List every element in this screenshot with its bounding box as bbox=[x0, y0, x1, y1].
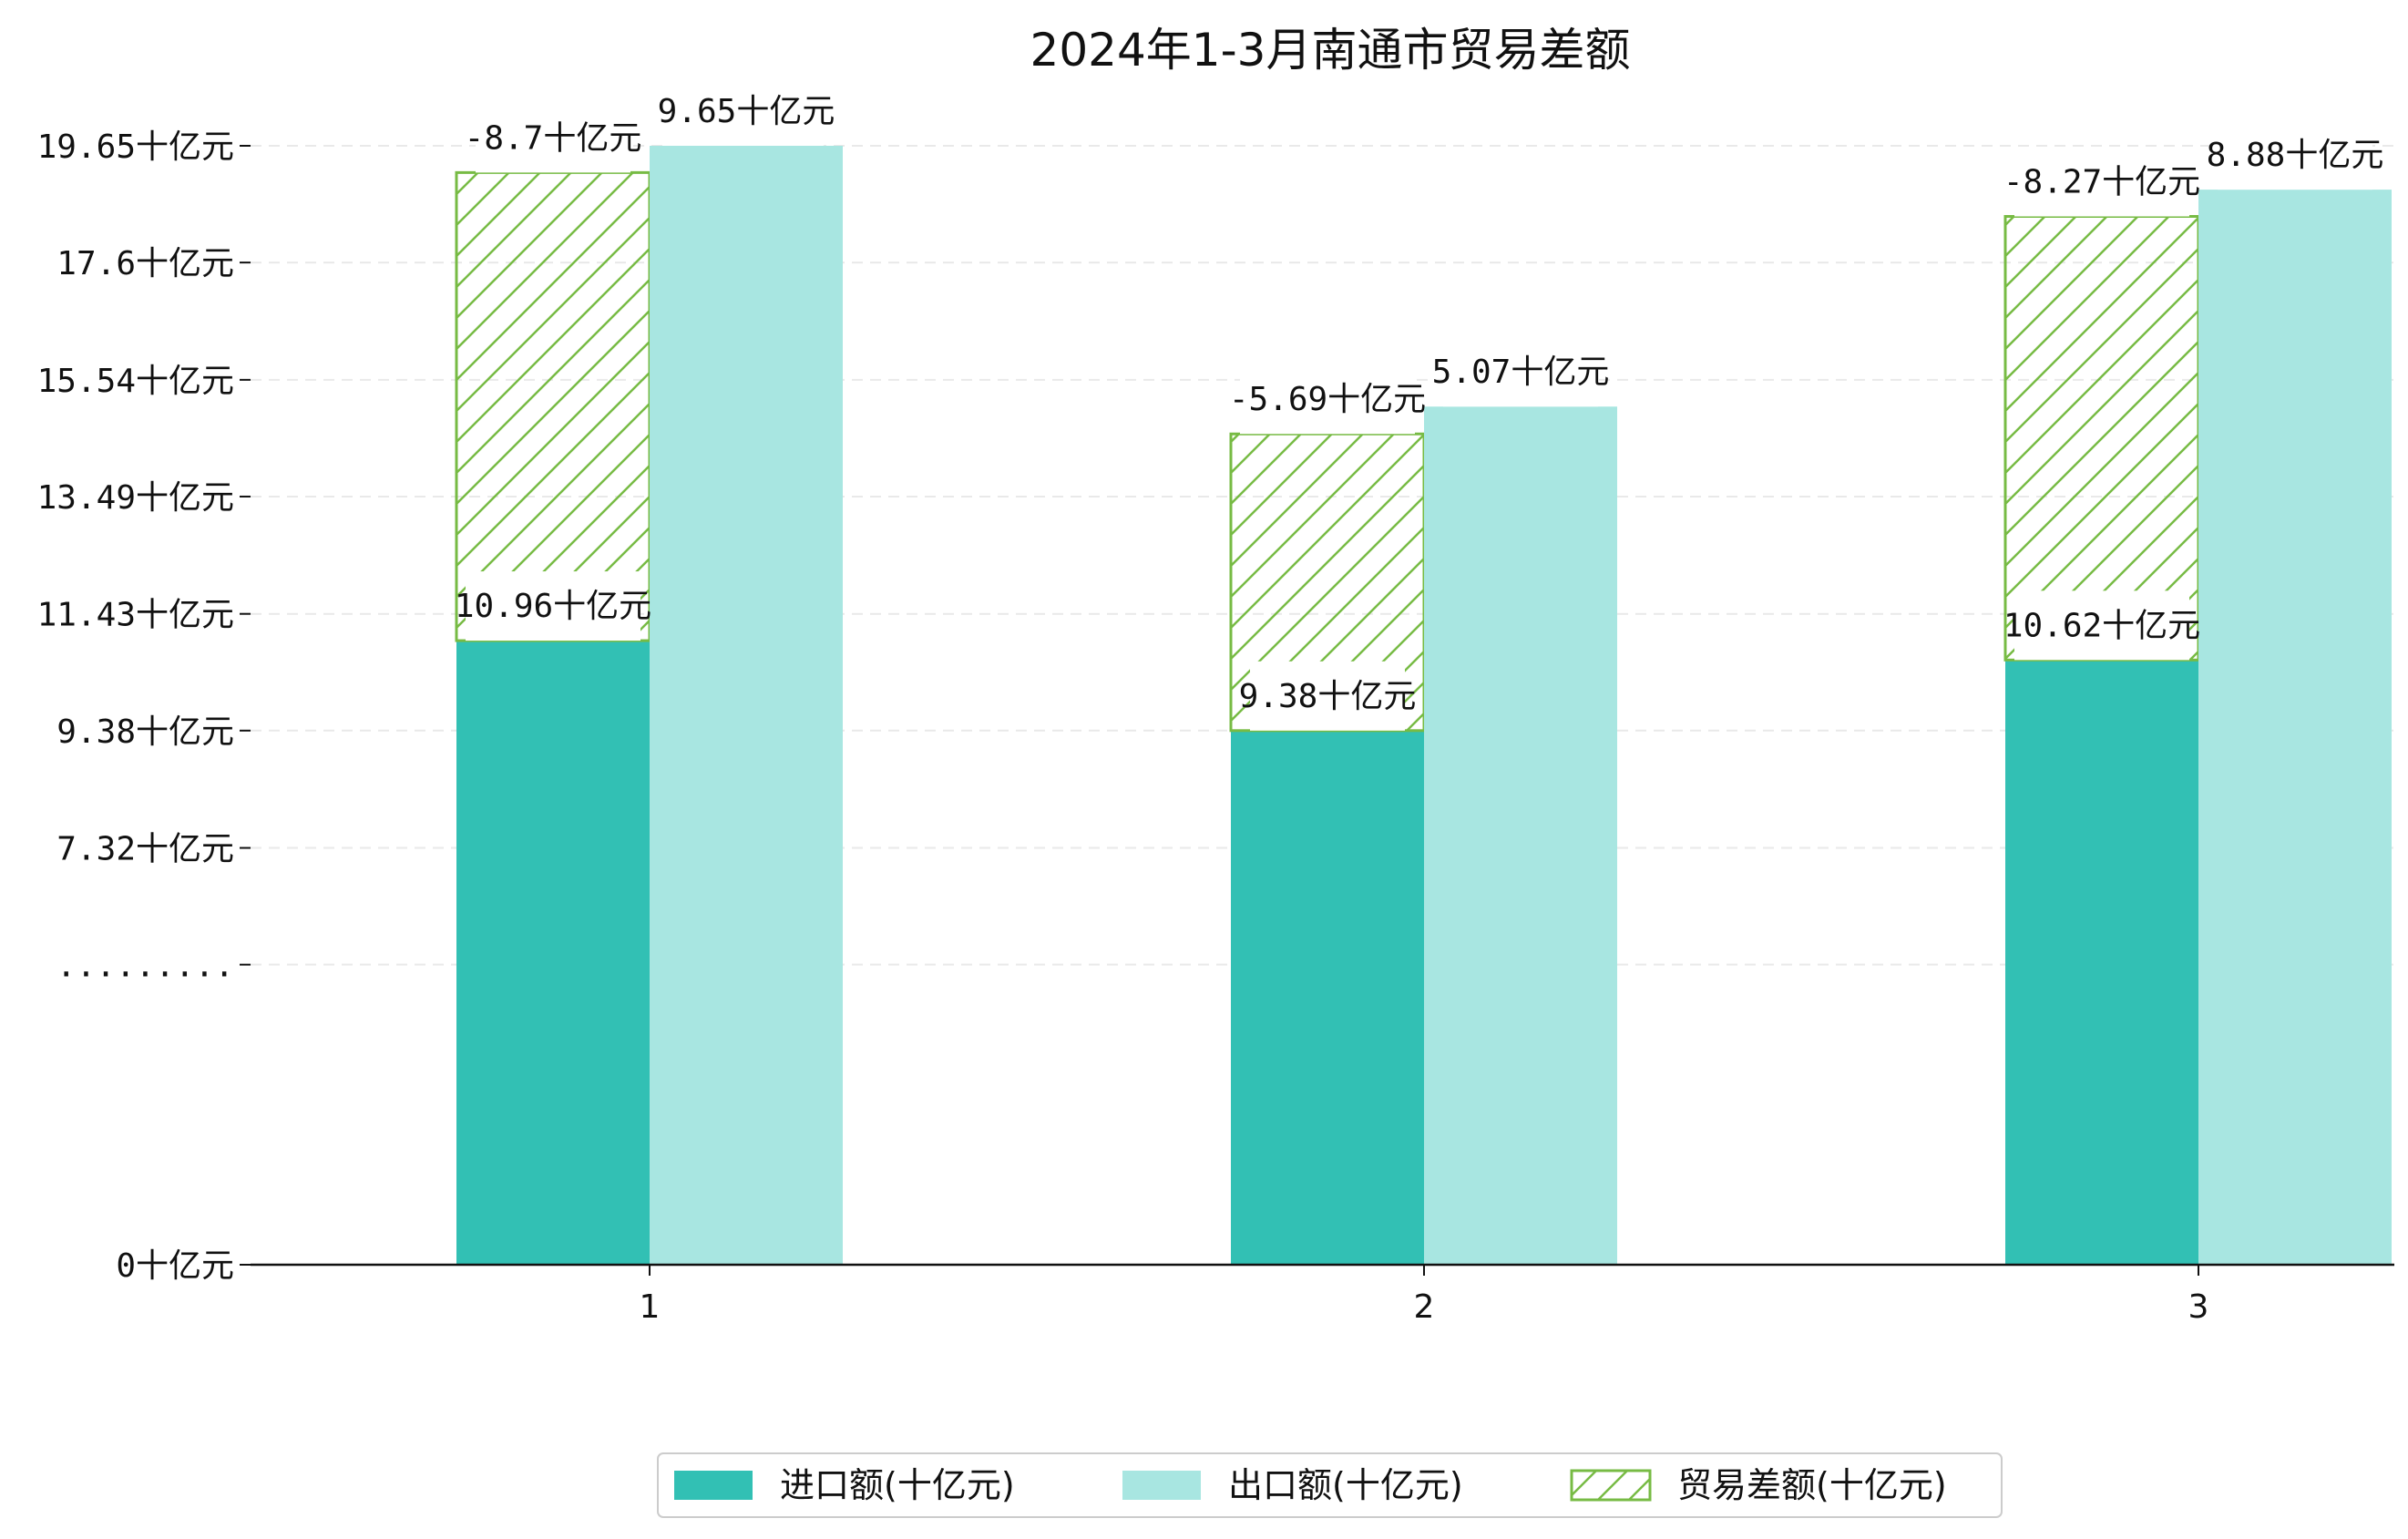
data-label-text: 8.88十亿元 bbox=[2207, 137, 2384, 174]
legend-label: 进口额(十亿元) bbox=[780, 1465, 1015, 1505]
y-tick-label: ......... bbox=[56, 948, 234, 985]
bars bbox=[455, 146, 2392, 1266]
bar-export bbox=[2198, 190, 2392, 1265]
data-label-box bbox=[476, 103, 630, 173]
legend-label: 贸易差额(十亿元) bbox=[1677, 1465, 1947, 1505]
y-tick-label: 15.54十亿元 bbox=[37, 363, 234, 400]
data-label: -8.7十亿元 bbox=[465, 103, 642, 173]
data-labels: 10.96十亿元 9.65十亿元 -8.7十亿元 9.38十亿元 5.07十亿元-5.6… bbox=[455, 77, 2384, 731]
data-label: -5.69十亿元 bbox=[1229, 364, 1426, 435]
bar-export bbox=[1424, 406, 1617, 1266]
bar-import bbox=[2005, 660, 2198, 1265]
data-label-text: 10.96十亿元 bbox=[455, 588, 651, 625]
x-tick-label: 2 bbox=[1414, 1288, 1435, 1326]
chart-title: 2024年1-3月南通市贸易差额 bbox=[1030, 24, 1631, 77]
x-tick-label: 3 bbox=[2188, 1288, 2209, 1326]
data-label: -8.27十亿元 bbox=[2003, 147, 2200, 217]
data-label-box bbox=[466, 571, 640, 641]
data-label-text: -8.27十亿元 bbox=[2003, 163, 2200, 200]
data-label-text: 9.38十亿元 bbox=[1239, 678, 1417, 715]
bar-export bbox=[650, 146, 843, 1265]
legend-swatch bbox=[1122, 1471, 1201, 1500]
data-label-text: -5.69十亿元 bbox=[1229, 381, 1426, 418]
legend: 进口额(十亿元) 出口额(十亿元) 贸易差额(十亿元) bbox=[657, 1452, 2003, 1518]
data-label: 9.65十亿元 bbox=[658, 77, 835, 146]
y-tick-label: 13.49十亿元 bbox=[37, 479, 234, 517]
data-label-box bbox=[2014, 147, 2189, 217]
y-tick-label: 19.65十亿元 bbox=[37, 128, 234, 166]
legend-swatch bbox=[674, 1471, 753, 1500]
y-tick-label: 9.38十亿元 bbox=[56, 713, 234, 751]
legend-swatch bbox=[1570, 1469, 1652, 1502]
data-label-box bbox=[2218, 120, 2372, 190]
axes: 0十亿元......... 7.32十亿元 9.38十亿元 11.43十亿元 13.49… bbox=[37, 128, 2394, 1326]
data-label-box bbox=[669, 77, 824, 146]
legend-label: 出口额(十亿元) bbox=[1228, 1465, 1463, 1505]
data-label: 5.07十亿元 bbox=[1432, 337, 1610, 407]
data-label: 10.96十亿元 bbox=[455, 571, 651, 641]
data-label-box bbox=[1250, 661, 1405, 731]
bar-import bbox=[1231, 730, 1424, 1265]
y-tick-label: 7.32十亿元 bbox=[56, 831, 234, 868]
data-label-text: 10.62十亿元 bbox=[2003, 607, 2200, 644]
data-label-box bbox=[1240, 364, 1415, 435]
data-label-box bbox=[1443, 337, 1598, 407]
data-label: 8.88十亿元 bbox=[2207, 120, 2384, 190]
data-label-text: 9.65十亿元 bbox=[658, 93, 835, 130]
bar-balance bbox=[455, 170, 651, 642]
y-tick-label: 0十亿元 bbox=[116, 1247, 234, 1285]
x-tick-label: 1 bbox=[640, 1288, 661, 1326]
data-label-box bbox=[2014, 590, 2189, 661]
data-label-text: 5.07十亿元 bbox=[1432, 354, 1610, 391]
data-label: 9.38十亿元 bbox=[1239, 661, 1417, 731]
data-label: 10.62十亿元 bbox=[2003, 590, 2200, 661]
legend-box bbox=[657, 1452, 2003, 1518]
bar-import bbox=[456, 641, 650, 1265]
y-tick-label: 11.43十亿元 bbox=[37, 597, 234, 634]
data-label-text: -8.7十亿元 bbox=[465, 119, 642, 157]
y-tick-label: 17.6十亿元 bbox=[56, 245, 234, 282]
